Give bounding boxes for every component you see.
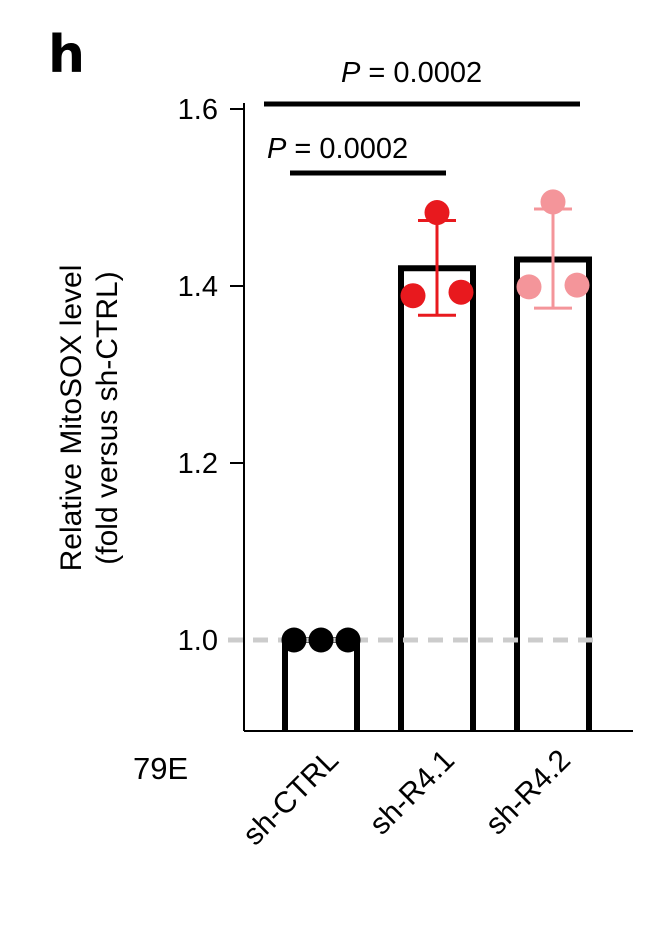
y-axis-label-line2: (fold versus sh-CTRL) — [91, 271, 124, 564]
x-tick-label-sh-CTRL: sh-CTRL — [237, 744, 345, 852]
x-tick-label-sh-R4.1: sh-R4.1 — [363, 744, 461, 842]
data-point-sh-R4.2-2 — [516, 274, 542, 300]
cell-line-label: 79E — [133, 751, 188, 786]
y-tick-label-3: 1.6 — [178, 94, 218, 126]
bar-sh-CTRL — [282, 637, 360, 731]
x-tick-label-sh-R4.2: sh-R4.2 — [479, 744, 577, 842]
data-point-sh-CTRL-2 — [308, 627, 334, 653]
y-tick-label-0: 1.0 — [178, 625, 218, 657]
y-axis-label-line1: Relative MitoSOX level — [55, 265, 88, 572]
y-axis: 1.0 1.2 1.4 1.6 — [178, 94, 244, 657]
y-axis-title: Relative MitoSOX level (fold versus sh-C… — [55, 265, 124, 572]
y-tick-label-2: 1.4 — [178, 271, 218, 303]
p-value-label-2: P = 0.0002 — [341, 57, 482, 89]
axes — [243, 103, 633, 732]
data-point-sh-R4.2-3 — [564, 272, 590, 298]
data-point-sh-R4.2-1 — [540, 189, 566, 215]
p-value-label-1: P = 0.0002 — [267, 133, 408, 165]
data-point-sh-R4.1-3 — [448, 279, 474, 305]
bars — [282, 256, 592, 731]
significance-brackets: P = 0.0002 P = 0.0002 — [264, 57, 580, 176]
data-point-sh-R4.1-1 — [424, 200, 450, 226]
data-points — [281, 189, 590, 653]
panel-letter: h — [48, 25, 85, 85]
data-point-sh-CTRL-3 — [335, 627, 361, 653]
y-tick-label-1: 1.2 — [178, 448, 218, 480]
bar-sh-R4.1 — [398, 265, 476, 731]
x-axis-labels: sh-CTRL sh-R4.1 sh-R4.2 — [237, 744, 577, 852]
data-point-sh-CTRL-1 — [281, 627, 307, 653]
bar-sh-R4.2 — [514, 256, 592, 731]
data-point-sh-R4.1-2 — [400, 283, 426, 309]
